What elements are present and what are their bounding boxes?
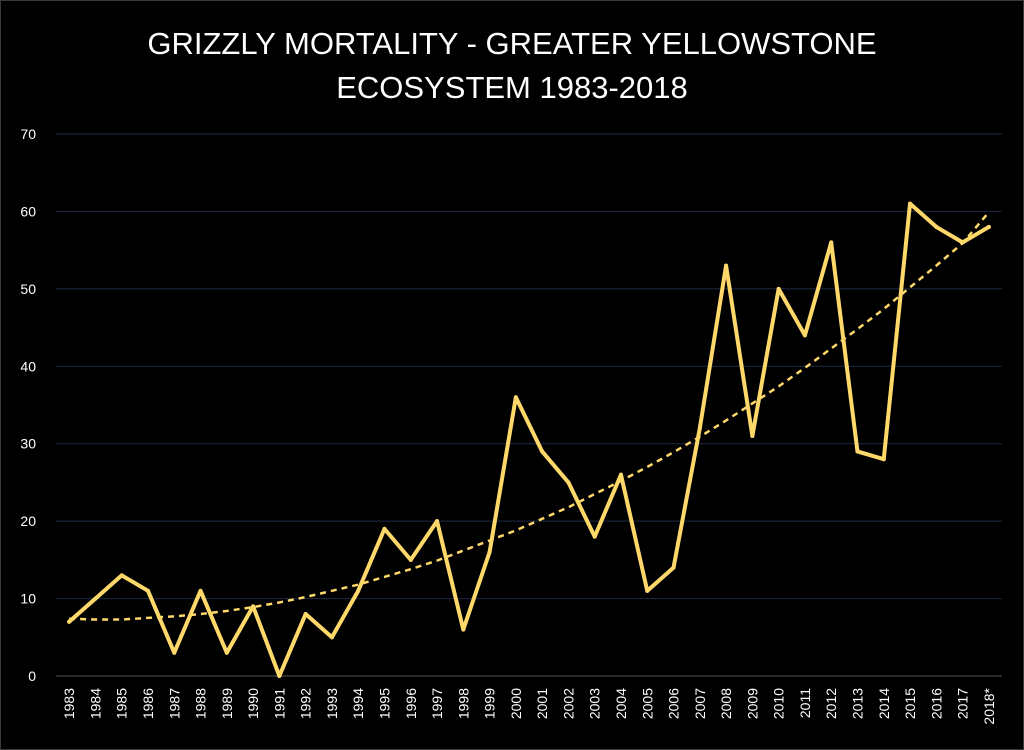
x-tick-label: 2001: [534, 688, 550, 719]
x-tick-label: 1984: [87, 688, 103, 719]
series-line: [67, 201, 991, 678]
y-tick-label: 60: [20, 203, 36, 219]
x-tick-label: 2000: [508, 688, 524, 719]
data-point: [329, 635, 334, 640]
y-tick-label: 40: [20, 358, 36, 374]
data-point: [934, 224, 939, 229]
data-point: [855, 449, 860, 454]
data-point: [224, 650, 229, 655]
x-tick-label: 1989: [219, 688, 235, 719]
data-point: [119, 573, 124, 578]
x-tick-label: 1996: [403, 688, 419, 719]
series-layer: [67, 201, 991, 678]
x-tick-label: 1985: [114, 688, 130, 719]
data-point: [881, 457, 886, 462]
x-tick-label: 1998: [455, 688, 471, 719]
data-point: [251, 604, 256, 609]
data-point: [618, 472, 623, 477]
data-point: [908, 201, 913, 206]
x-tick-label: 2013: [849, 688, 865, 719]
data-point: [592, 534, 597, 539]
data-point: [671, 565, 676, 570]
data-point: [172, 650, 177, 655]
gridlines: [56, 133, 1002, 677]
x-tick-label: 1994: [350, 688, 366, 719]
data-point: [67, 619, 72, 624]
trendline-layer: [69, 211, 990, 621]
data-point: [408, 557, 413, 562]
data-point: [382, 526, 387, 531]
x-tick-label: 2005: [639, 688, 655, 719]
data-point: [724, 263, 729, 268]
data-point: [829, 240, 834, 245]
x-tick-label: 1991: [271, 688, 287, 719]
trendline: [69, 211, 990, 621]
data-point: [986, 224, 991, 229]
y-tick-label: 70: [20, 126, 36, 142]
data-point: [356, 588, 361, 593]
x-tick-label: 2002: [560, 688, 576, 719]
chart-title-line1: GRIZZLY MORTALITY - GREATER YELLOWSTONE: [147, 26, 877, 61]
chart-title: GRIZZLY MORTALITY - GREATER YELLOWSTONE …: [0, 22, 1024, 110]
x-tick-label: 1988: [193, 688, 209, 719]
data-point: [697, 426, 702, 431]
x-tick-label: 2014: [876, 688, 892, 719]
data-point: [303, 612, 308, 617]
x-tick-label: 2010: [771, 688, 787, 719]
y-tick-label: 50: [20, 281, 36, 297]
data-point: [566, 480, 571, 485]
x-tick-label: 1999: [482, 688, 498, 719]
x-tick-label: 2016: [928, 688, 944, 719]
x-tick-label: 2007: [692, 688, 708, 719]
x-tick-label: 1993: [324, 688, 340, 719]
x-tick-label: 2012: [823, 688, 839, 719]
x-tick-label: 1995: [376, 688, 392, 719]
data-point: [802, 333, 807, 338]
y-tick-label: 30: [20, 436, 36, 452]
x-tick-label: 1986: [140, 688, 156, 719]
x-tick-label: 1983: [61, 688, 77, 719]
y-tick-label: 0: [28, 668, 36, 684]
data-point: [145, 588, 150, 593]
data-point: [776, 286, 781, 291]
data-point: [461, 627, 466, 632]
x-tick-label: 2008: [718, 688, 734, 719]
y-axis-ticks: 0 10 20 30 40 50 60 70: [20, 126, 36, 684]
y-tick-label: 10: [20, 591, 36, 607]
data-point: [513, 395, 518, 400]
data-point: [277, 674, 282, 678]
x-tick-label: 1990: [245, 688, 261, 719]
x-tick-label: 1992: [298, 688, 314, 719]
data-point: [198, 588, 203, 593]
x-tick-label: 2018*: [981, 687, 997, 724]
x-tick-label: 2011: [797, 688, 813, 718]
data-point: [645, 588, 650, 593]
data-point: [750, 433, 755, 438]
x-tick-label: 2003: [587, 688, 603, 719]
data-point: [487, 550, 492, 555]
x-tick-label: 2009: [744, 688, 760, 719]
x-axis-ticks: 1983 1984 1985 1986 1987 1988 1989 1990 1991 1992…: [61, 687, 997, 724]
data-point: [435, 519, 440, 524]
y-tick-label: 20: [20, 513, 36, 529]
x-tick-label: 2006: [666, 688, 682, 719]
x-tick-label: 2004: [613, 688, 629, 719]
x-tick-label: 2015: [902, 688, 918, 719]
x-tick-label: 1997: [429, 688, 445, 719]
data-point: [960, 240, 965, 245]
x-tick-label: 2017: [955, 688, 971, 719]
x-tick-label: 1987: [166, 688, 182, 719]
chart-title-line2: ECOSYSTEM 1983-2018: [336, 70, 688, 105]
data-point: [540, 449, 545, 454]
data-point: [93, 596, 98, 601]
